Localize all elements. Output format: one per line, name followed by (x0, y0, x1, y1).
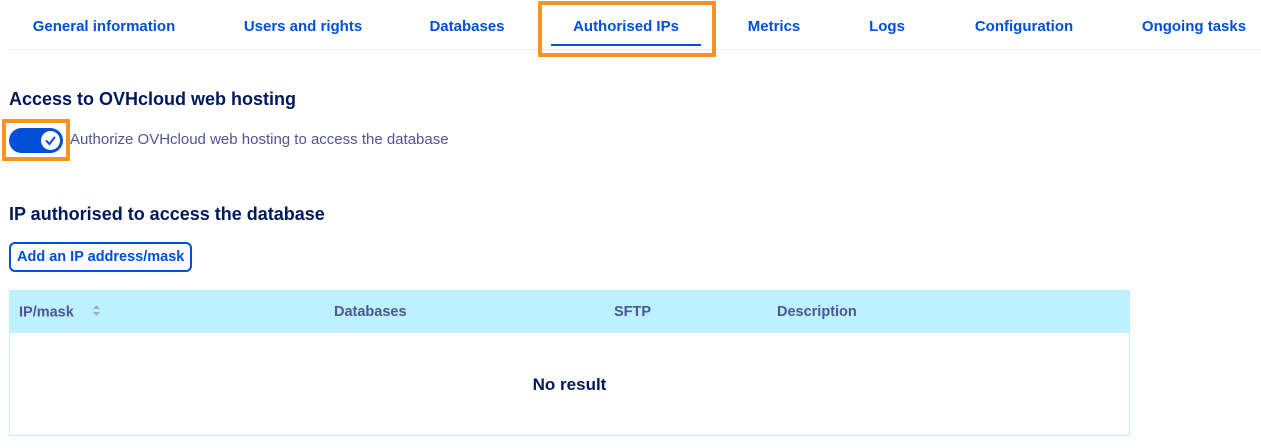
sort-icon[interactable] (92, 304, 101, 321)
check-icon (41, 131, 60, 150)
access-section-title: Access to OVHcloud web hosting (9, 89, 297, 109)
web-hosting-access-toggle[interactable] (9, 128, 63, 153)
tab-authorised-ips[interactable]: Authorised IPs (551, 18, 701, 46)
toggle-label: Authorize OVHcloud web hosting to access… (70, 131, 449, 148)
add-ip-button[interactable]: Add an IP address/mask (9, 242, 193, 272)
ip-table: IP/mask Databases SFTP Description No re… (9, 290, 1130, 436)
highlight-box-toggle (2, 119, 70, 161)
tab-logs[interactable]: Logs (869, 18, 905, 35)
ip-section-title: IP authorised to access the database (9, 204, 325, 224)
column-description: Description (777, 304, 857, 320)
tab-configuration[interactable]: Configuration (974, 18, 1074, 35)
tab-ongoing-tasks[interactable]: Ongoing tasks (1141, 18, 1247, 35)
column-sftp: SFTP (614, 304, 652, 320)
highlight-box-tab (538, 1, 716, 57)
tab-databases[interactable]: Databases (429, 18, 505, 35)
tab-users-and-rights[interactable]: Users and rights (243, 18, 363, 35)
tab-bar: General information Users and rights Dat… (9, 0, 1261, 50)
column-ip-mask[interactable]: IP/mask (19, 304, 101, 321)
tab-general-information[interactable]: General information (32, 18, 176, 35)
column-ip-mask-label: IP/mask (19, 304, 74, 321)
column-databases: Databases (334, 304, 407, 320)
tab-metrics[interactable]: Metrics (747, 18, 801, 35)
table-header: IP/mask Databases SFTP Description (10, 291, 1129, 333)
empty-state-text: No result (532, 375, 607, 394)
